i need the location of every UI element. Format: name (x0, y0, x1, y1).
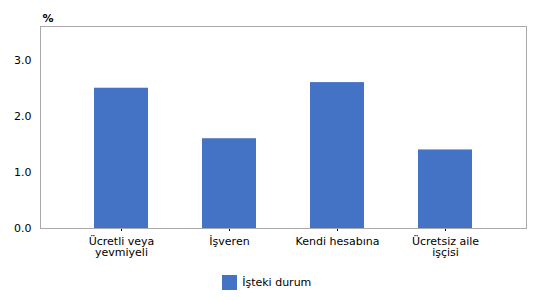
svg-text:%: % (43, 12, 54, 25)
svg-text:3.0: 3.0 (14, 54, 32, 67)
svg-text:Ücretli veyayevmiyeli: Ücretli veyayevmiyeli (89, 235, 155, 259)
svg-text:Ücretsiz aileişçisi: Ücretsiz aileişçisi (412, 235, 479, 259)
html-text:İşteki durum: İşteki durum (242, 275, 312, 289)
svg-text:Kendi hesabına: Kendi hesabına (296, 235, 380, 248)
svg-text:0.0: 0.0 (14, 222, 32, 235)
svg-text:1.0: 1.0 (14, 166, 32, 179)
svg-text:İşveren: İşveren (209, 235, 249, 248)
svg-text:2.0: 2.0 (14, 110, 32, 123)
